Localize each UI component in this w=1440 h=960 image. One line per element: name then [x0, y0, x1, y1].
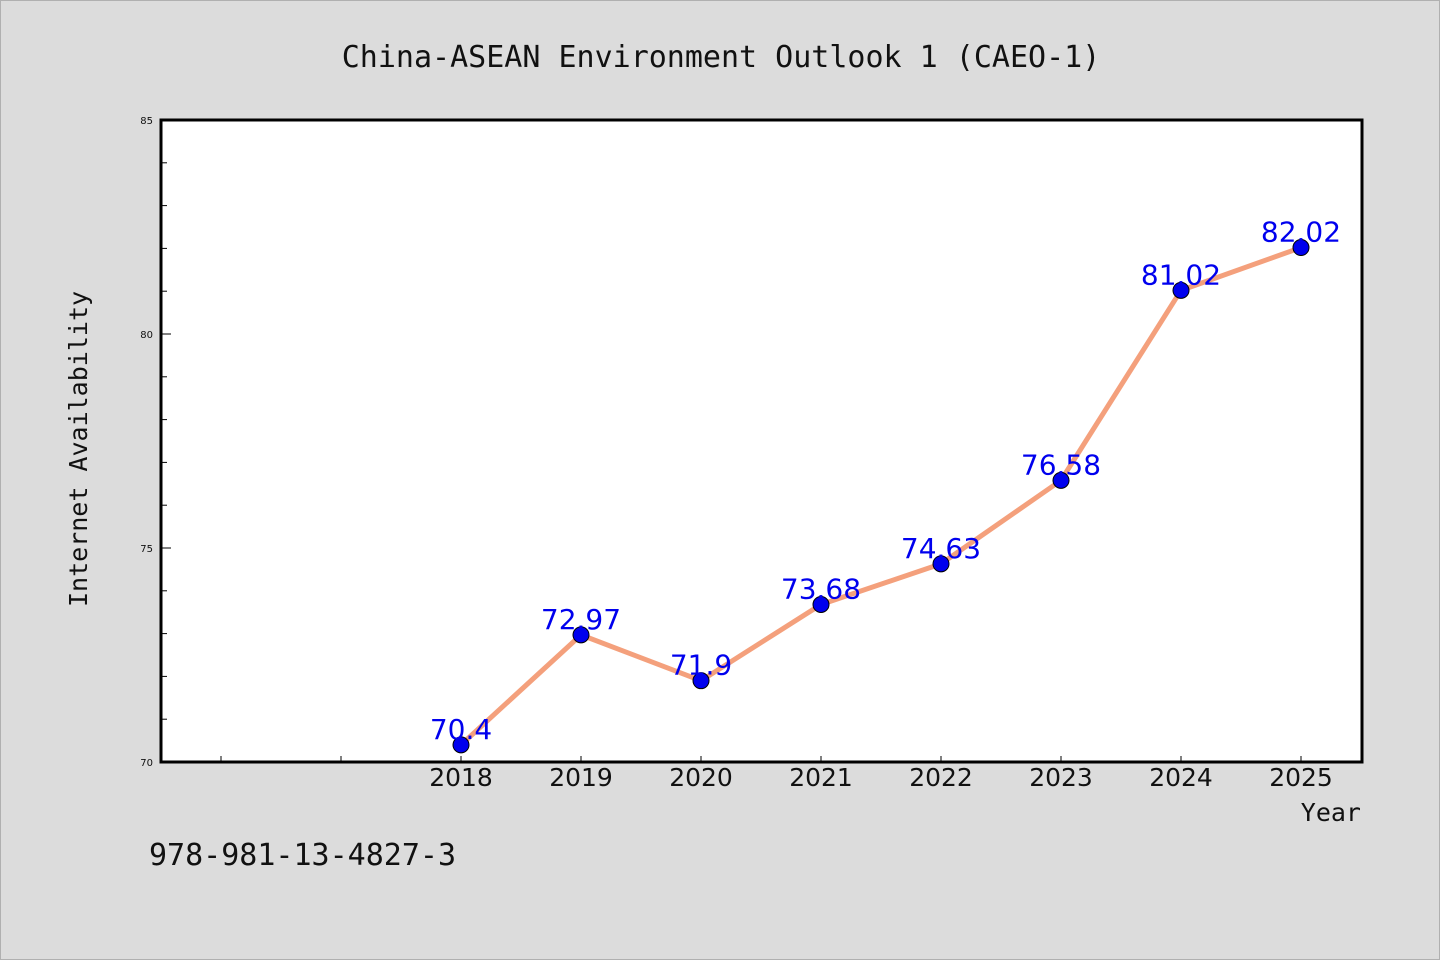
- x-tick-label: 2025: [1269, 763, 1333, 792]
- series-data-labels: 70.4 72.97 71.9 73.68 74.63 76.58 81.02 82.02: [430, 216, 1341, 746]
- data-point: [812, 595, 830, 613]
- chart-title: China-ASEAN Environment Outlook 1 (CAEO-…: [342, 40, 1101, 75]
- y-tick-label: 75: [140, 544, 153, 555]
- x-tick-label: 2020: [669, 763, 733, 792]
- data-point: [572, 626, 590, 644]
- y-tick-label: 70: [140, 758, 153, 769]
- x-tick-label: 2018: [429, 763, 493, 792]
- data-label: 81.02: [1141, 258, 1221, 291]
- data-label: 82.02: [1261, 216, 1341, 249]
- series-line: [458, 245, 1304, 748]
- x-tick-label: 2024: [1149, 763, 1213, 792]
- x-tick-label: 2021: [789, 763, 853, 792]
- data-label: 73.68: [781, 572, 861, 605]
- y-tick-label: 80: [140, 330, 153, 341]
- data-point: [1292, 239, 1310, 257]
- x-axis-label: Year: [1301, 798, 1361, 827]
- data-point: [1052, 471, 1070, 489]
- isbn-footnote: 978-981-13-4827-3: [149, 838, 456, 873]
- y-axis-ticks: 70 75 80 85: [140, 116, 171, 769]
- series-lines: [458, 245, 1304, 748]
- data-label: 74.63: [901, 532, 981, 565]
- plot-area: [159, 118, 1364, 764]
- x-tick-label: 2022: [909, 763, 973, 792]
- x-tick-label: 2019: [549, 763, 613, 792]
- data-point: [452, 736, 470, 754]
- data-point: [1172, 281, 1190, 299]
- data-point: [932, 555, 950, 573]
- x-tick-label: 2023: [1029, 763, 1093, 792]
- data-label: 72.97: [541, 603, 621, 636]
- y-axis-label: Internet Availability: [64, 291, 93, 607]
- data-label: 71.9: [670, 649, 732, 682]
- data-label: 76.58: [1021, 448, 1101, 481]
- data-label: 70.4: [430, 713, 492, 746]
- series-points: [452, 239, 1310, 754]
- x-axis-ticks: 2018 2019 2020 2021 2022 2023 2024 2025: [220, 756, 1333, 792]
- data-point: [692, 672, 710, 690]
- y-tick-label: 85: [140, 116, 153, 127]
